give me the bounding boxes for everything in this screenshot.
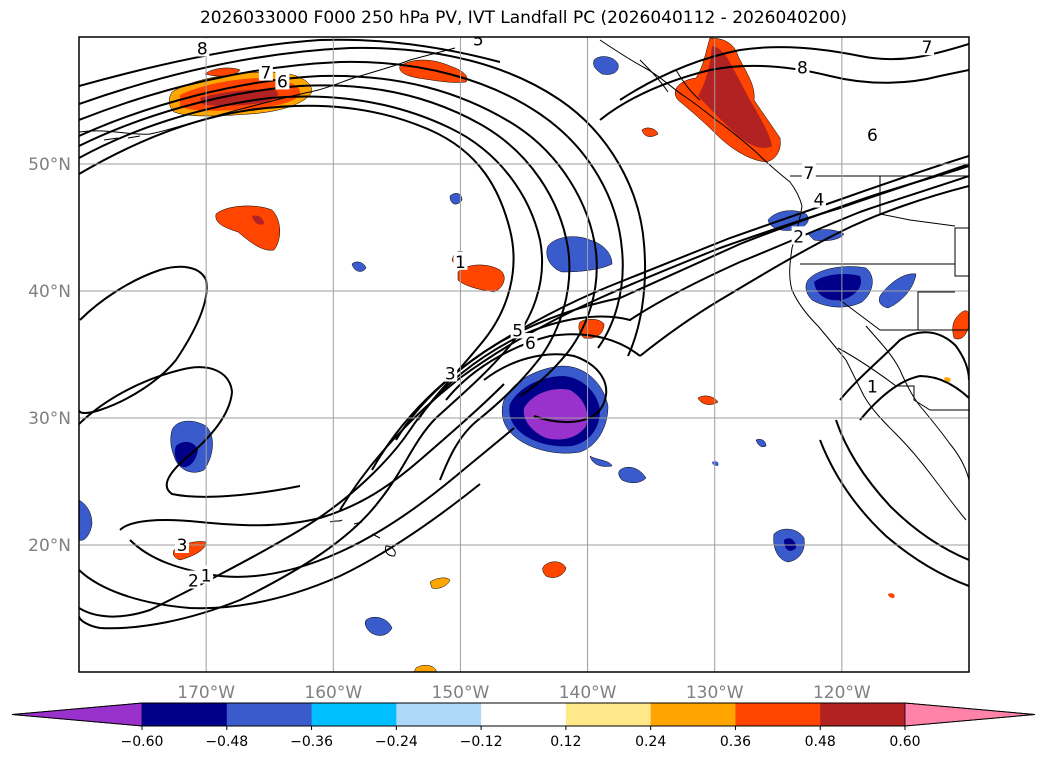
pv-contour-label: 1 [867,377,878,397]
colorbar-tick-label: −0.48 [205,734,248,750]
pv-contour-label: 6 [277,72,288,92]
contour-label-bg [795,57,810,76]
pv-contour-label: 1 [201,566,212,586]
lon-tick-label: 160°W [304,683,362,703]
contour-label-bg [186,570,201,589]
pv-contours [79,38,969,630]
colorbar-tick-label: −0.36 [290,734,333,750]
pv-contour-label: 6 [525,334,536,354]
pv-contour-label: 5 [473,31,484,51]
contour-label-bg [801,162,816,181]
colorbar-segment [142,703,228,726]
colorbar-tick-label: 0.36 [720,734,751,750]
colorbar-labels: −0.60 −0.48 −0.36 −0.24 −0.12 0.12 0.24 0.36 0.4… [121,726,921,750]
contour-label-bg [471,37,486,48]
pv-contour-label: 7 [260,64,271,84]
lat-tick-label: 40°N [28,282,71,302]
lat-tick-label: 20°N [28,536,71,556]
colorbar-segment [565,703,652,726]
colorbar [11,702,1036,727]
pv-contour-label: 7 [803,164,814,184]
colorbar-segment [650,703,736,726]
lon-tick-label: 150°W [432,683,490,703]
lat-tick-label: 50°N [28,155,71,175]
contour-label-bg [920,37,935,56]
pv-contour-label: 7 [922,38,933,58]
colorbar-extend-high [904,702,1036,727]
lat-tick-label: 30°N [28,409,71,429]
contour-label-bg [258,62,273,81]
map-title: 2026033000 F000 250 hPa PV, IVT Landfall… [199,8,847,28]
lon-tick-label: 120°W [813,683,871,703]
colorbar-tick-label: 0.48 [805,734,836,750]
contour-label-bg [195,38,210,57]
pv-contour-label: 2 [188,572,199,592]
contour-label-bg [174,535,189,553]
pv-contour-label: 8 [797,58,808,78]
lon-tick-label: 130°W [686,683,744,703]
colorbar-segment [311,703,397,726]
pv-contour-label: 3 [177,536,188,556]
contour-label-bg [453,251,468,270]
colorbar-tick-label: −0.60 [121,734,164,750]
pv-contour-label: 8 [197,39,208,59]
ivt-negative-features [79,56,917,636]
pv-contour-label: 3 [445,365,456,385]
colorbar-tick-label: 0.24 [635,734,666,750]
contour-label-bg [811,189,826,208]
contour-label-bg [510,320,525,339]
pv-contour-label: 4 [814,191,825,211]
latitude-labels: 20°N 30°N 40°N 50°N [28,155,71,556]
lon-tick-label: 140°W [559,683,617,703]
contour-label-bg [865,376,880,395]
colorbar-segment [820,703,906,726]
map-frame [78,36,970,673]
colorbar-tick-label: −0.12 [460,734,503,750]
pv-contour-label: 6 [867,126,878,146]
lon-tick-label: 170°W [177,683,235,703]
colorbar-extend-low [11,702,143,727]
colorbar-segment [396,703,482,726]
pv-contour-label: 2 [793,227,804,247]
colorbar-segment [481,703,567,726]
colorbar-tick-label: −0.24 [375,734,418,750]
colorbar-segment [226,703,313,726]
longitude-labels: 170°W 160°W 150°W 140°W 130°W 120°W [177,683,871,703]
colorbar-segment [735,703,821,726]
contour-label-bg [443,363,458,382]
colorbar-tick-label: 0.60 [889,734,920,750]
pv-contour-label: 5 [512,321,523,341]
contour-label-bg [791,226,806,245]
gridlines [79,37,969,672]
contour-label-bg [199,565,214,584]
contour-label-bg [275,71,290,90]
pv-contour-label: 1 [455,253,466,273]
colorbar-tick-label: 0.12 [550,734,581,750]
contour-label-bg [865,124,880,143]
contour-label-bg [523,333,538,352]
